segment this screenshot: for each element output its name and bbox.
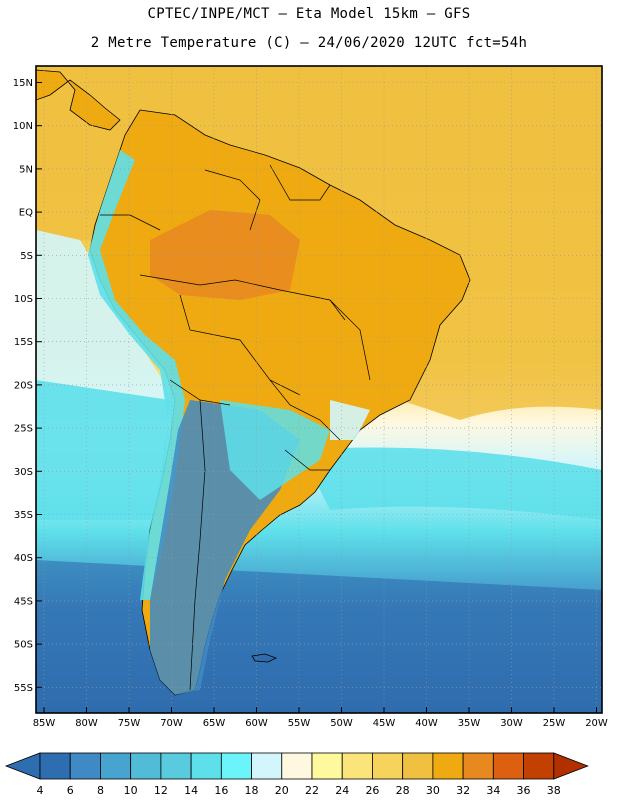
colorbar-label: 38 bbox=[547, 784, 561, 797]
colorbar-swatch bbox=[311, 752, 343, 780]
colorbar-swatch bbox=[100, 752, 132, 780]
latitude-label: 25S bbox=[14, 424, 33, 435]
colorbar-label: 36 bbox=[517, 784, 531, 797]
colorbar-swatch bbox=[160, 752, 192, 780]
longitude-label: 50W bbox=[330, 718, 353, 729]
border-guianas bbox=[269, 164, 331, 201]
longitude-label: 75W bbox=[118, 718, 141, 729]
latitude-label: 35S bbox=[14, 510, 33, 521]
longitude-labels: 85W 80W 75W 70W 65W 60W 55W 50W 45W 40W 35W 30W 25W 2… bbox=[33, 707, 608, 729]
longitude-label: 60W bbox=[245, 718, 268, 729]
colorbar-swatch bbox=[39, 752, 71, 780]
latitude-label: 10N bbox=[13, 121, 33, 132]
andes-cool-spine bbox=[88, 150, 185, 600]
colorbar-label: 22 bbox=[305, 784, 319, 797]
colorbar-high-arrow bbox=[553, 752, 589, 780]
latitude-label: 15N bbox=[13, 78, 33, 89]
longitude-label: 20W bbox=[585, 718, 608, 729]
colorbar-label: 24 bbox=[335, 784, 349, 797]
colorbar-swatch bbox=[402, 752, 434, 780]
colorbar-swatch bbox=[190, 752, 222, 780]
colorbar-label: 26 bbox=[365, 784, 379, 797]
colorbar-label: 18 bbox=[245, 784, 259, 797]
falkland-islands bbox=[251, 653, 278, 663]
colorbar-swatch bbox=[372, 752, 404, 780]
border-ecuador bbox=[100, 214, 161, 231]
colorbar-label: 12 bbox=[154, 784, 168, 797]
southeast-coast-zone bbox=[330, 400, 370, 440]
border-brazil-states bbox=[329, 299, 371, 381]
colorbar-swatch bbox=[432, 752, 464, 780]
pampas-zone bbox=[220, 400, 330, 500]
longitude-label: 85W bbox=[33, 718, 56, 729]
latitude-label: 5N bbox=[19, 164, 33, 175]
longitude-label: 25W bbox=[543, 718, 566, 729]
longitude-label: 30W bbox=[500, 718, 523, 729]
map-frame bbox=[35, 65, 603, 714]
caribbean-warm-band bbox=[36, 66, 602, 140]
latitude-label: 45S bbox=[14, 596, 33, 607]
colorbar-swatch bbox=[69, 752, 101, 780]
colorbar-swatch bbox=[462, 752, 494, 780]
colorbar-swatch bbox=[341, 752, 373, 780]
colorbar-label: 34 bbox=[486, 784, 500, 797]
latitude-label: 50S bbox=[14, 640, 33, 651]
colorbar-swatch bbox=[220, 752, 252, 780]
colorbar-label: 6 bbox=[67, 784, 74, 797]
latitude-label: 55S bbox=[14, 683, 33, 694]
colorbar-label: 8 bbox=[97, 784, 104, 797]
colorbar-swatch bbox=[130, 752, 162, 780]
colorbar-label: 14 bbox=[184, 784, 198, 797]
border-uruguay bbox=[284, 449, 330, 471]
map-subtitle: 2 Metre Temperature (C) – 24/06/2020 12U… bbox=[90, 35, 528, 51]
colorbar-label: 28 bbox=[396, 784, 410, 797]
longitude-label: 40W bbox=[415, 718, 438, 729]
latitude-labels: 15N 10N 5N EQ 5S 10S 15S 20S 25S 30S 35S 40S 45S 50S 5… bbox=[13, 78, 42, 694]
colorbar-swatch bbox=[251, 752, 283, 780]
border-paraguay bbox=[269, 379, 341, 441]
latitude-label: 15S bbox=[14, 337, 33, 348]
colorbar-label: 16 bbox=[214, 784, 228, 797]
colorbar-swatch bbox=[492, 752, 524, 780]
colorbar-swatch bbox=[281, 752, 313, 780]
longitude-label: 65W bbox=[203, 718, 226, 729]
latitude-label: 10S bbox=[14, 294, 33, 305]
border-brazil-peru bbox=[139, 274, 346, 321]
colorbar-label: 30 bbox=[426, 784, 440, 797]
border-chile-argentina bbox=[189, 399, 206, 691]
latitude-label: 30S bbox=[14, 467, 33, 478]
longitude-label: 35W bbox=[458, 718, 481, 729]
colorbar: 4 6 8 10 12 14 16 18 20 22 24 26 28 30 32 34 36 38 bbox=[4, 752, 589, 797]
central-america-landmass bbox=[36, 69, 121, 131]
map-title: CPTEC/INPE/MCT – Eta Model 15km – GFS bbox=[147, 6, 471, 22]
colorbar-label: 10 bbox=[124, 784, 138, 797]
longitude-label: 45W bbox=[373, 718, 396, 729]
colorbar-swatch bbox=[523, 752, 555, 780]
colorbar-label: 32 bbox=[456, 784, 470, 797]
colorbar-label: 4 bbox=[37, 784, 44, 797]
atlantic-cyan-band bbox=[300, 447, 602, 520]
colorbar-label: 20 bbox=[275, 784, 289, 797]
longitude-label: 70W bbox=[160, 718, 183, 729]
colorbar-low-arrow bbox=[4, 752, 41, 780]
latitude-label: EQ bbox=[19, 208, 33, 219]
map-field bbox=[36, 66, 602, 713]
latitude-label: 40S bbox=[14, 553, 33, 564]
pacific-cyan-band bbox=[36, 380, 170, 520]
latitude-label: 5S bbox=[20, 251, 33, 262]
border-venezuela-colombia bbox=[204, 169, 261, 231]
latitude-label: 20S bbox=[14, 380, 33, 391]
longitude-label: 80W bbox=[75, 718, 98, 729]
longitude-label: 55W bbox=[288, 718, 311, 729]
